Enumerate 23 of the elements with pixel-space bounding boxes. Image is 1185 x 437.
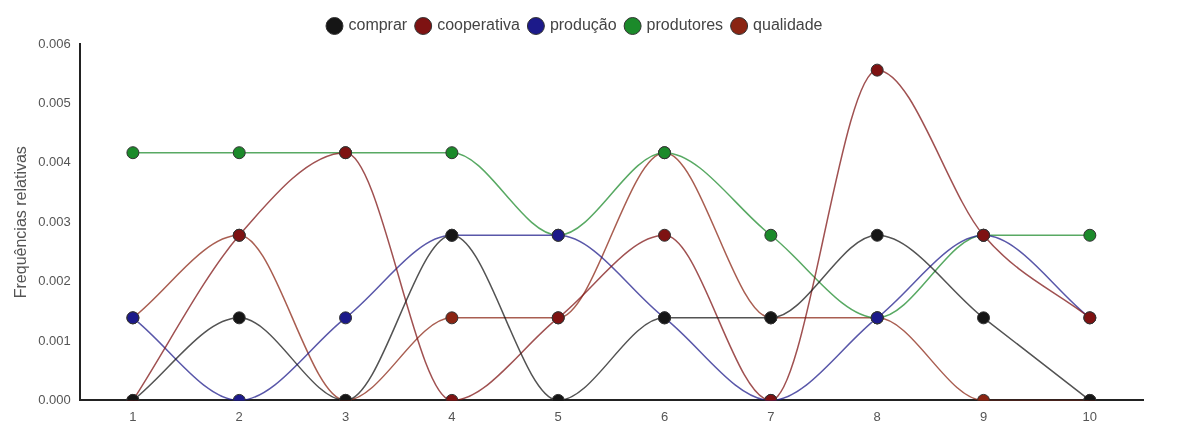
- y-tick-label: 0.003: [38, 213, 71, 229]
- y-tick-label: 0.002: [38, 273, 71, 289]
- x-tick-label: 6: [660, 408, 669, 424]
- legend-label: comprar: [348, 16, 408, 34]
- x-tick-label: 5: [554, 408, 562, 424]
- x-tick-label: 8: [873, 408, 881, 424]
- y-tick-label: 0.005: [38, 94, 71, 110]
- x-tick-label: 2: [235, 408, 243, 424]
- x-tick-label: 10: [1082, 408, 1098, 424]
- x-tick-label: 1: [129, 408, 137, 424]
- x-tick-label: 3: [341, 408, 350, 424]
- legend-label: produção: [549, 16, 617, 34]
- legend-label: cooperativa: [437, 16, 520, 34]
- y-tick-label: 0.000: [38, 391, 71, 407]
- x-tick-label: 9: [979, 408, 988, 424]
- y-tick-label: 0.001: [38, 332, 71, 348]
- x-tick-label: 4: [448, 408, 456, 424]
- y-tick-label: 0.004: [38, 154, 71, 170]
- legend-label: qualidade: [753, 16, 823, 34]
- x-tick-label: 7: [767, 408, 775, 424]
- legend-label: produtores: [646, 16, 724, 34]
- y-axis-title: Frequências relativas: [12, 146, 30, 299]
- y-tick-label: 0.006: [38, 35, 71, 51]
